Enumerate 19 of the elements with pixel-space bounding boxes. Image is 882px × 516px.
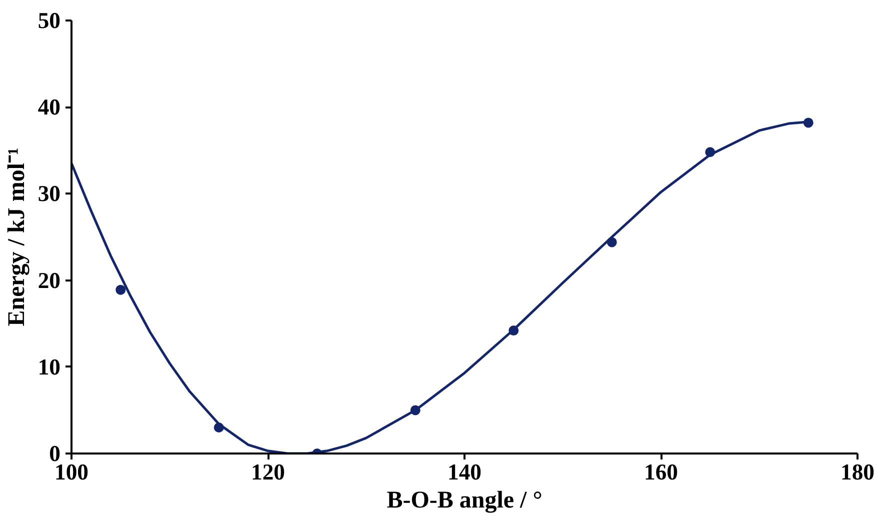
y-tick-label: 10	[38, 354, 60, 380]
x-axis-title: B-O-B angle / °	[386, 488, 542, 514]
point	[508, 326, 519, 336]
point	[410, 405, 420, 416]
x-tick-label: 120	[251, 460, 285, 484]
y-tick-label: 40	[38, 94, 60, 120]
point	[606, 237, 617, 248]
point	[214, 422, 224, 433]
point	[705, 147, 716, 158]
point	[803, 118, 814, 128]
x-tick-label: 160	[644, 460, 678, 484]
y-tick-label: 0	[49, 441, 60, 466]
x-tick-label: 140	[448, 460, 482, 484]
x-tick-label: 180	[840, 460, 874, 484]
y-tick-label: 50	[38, 8, 60, 33]
y-tick-label: 20	[38, 268, 60, 293]
y-axis-title: Energy / kJ mol⁻¹	[4, 148, 30, 326]
point	[116, 284, 126, 295]
y-tick-label: 30	[38, 181, 60, 206]
